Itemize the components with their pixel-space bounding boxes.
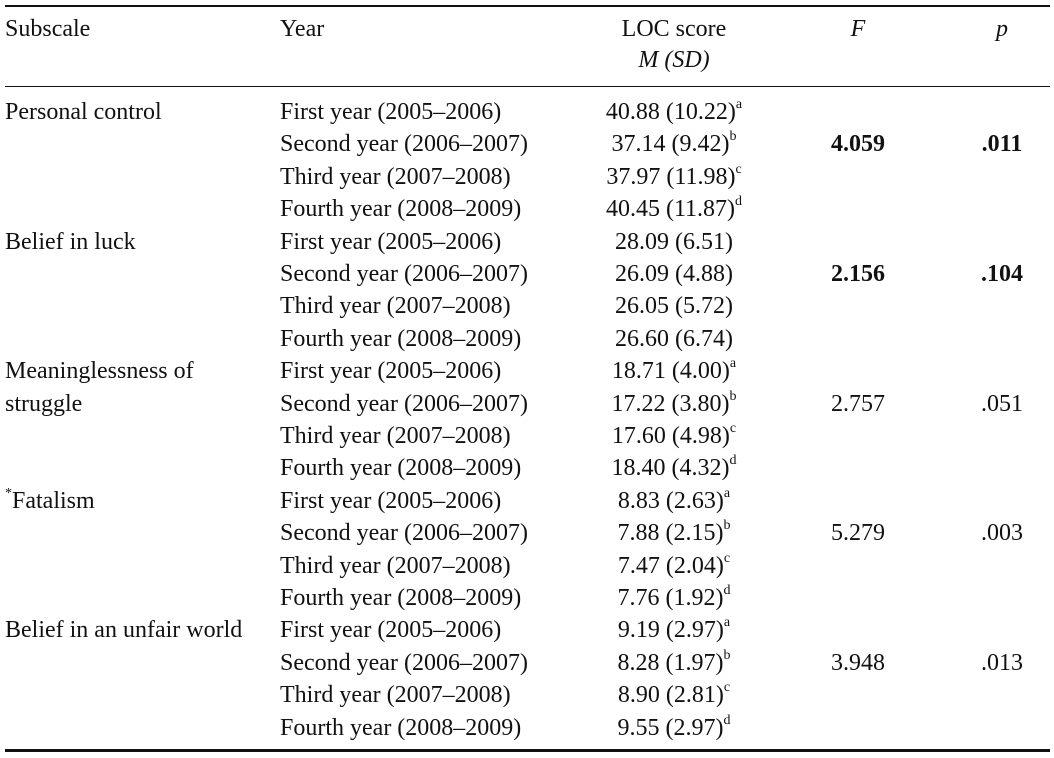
subscale-label: Personal control	[5, 97, 275, 129]
loc-score-cell: 9.19 (2.97)a	[617, 615, 731, 644]
score-superscript: d	[723, 583, 731, 598]
year-cell: Third year (2007–2008)	[280, 423, 511, 449]
year-cell: Fourth year (2008–2009)	[280, 714, 522, 741]
year-cell: Fourth year (2008–2009)	[280, 455, 522, 482]
f-value: 5.279	[831, 520, 885, 547]
score-superscript: c	[735, 161, 742, 177]
loc-score-cell: 7.47 (2.04)c	[617, 550, 731, 579]
subscale-line: Belief in luck	[5, 228, 136, 255]
score-superscript: d	[723, 712, 731, 728]
year-cell: First year (2005–2006)	[280, 487, 502, 514]
header-year: Year	[280, 16, 325, 42]
year-cell: Second year (2006–2007)	[280, 649, 528, 676]
year-cell: First year (2005–2006)	[280, 617, 502, 644]
p-value: .051	[981, 390, 1023, 417]
year-cell: Second year (2006–2007)	[280, 131, 528, 158]
f-value: 4.059	[831, 131, 885, 158]
score-superscript: d	[729, 453, 737, 469]
loc-score-cell: 40.88 (10.22)a	[605, 97, 743, 126]
year-cell: Third year (2007–2008)	[280, 293, 511, 320]
loc-score-cell: 18.71 (4.00)a	[611, 356, 737, 385]
score-superscript: a	[729, 356, 737, 372]
score-superscript: c	[729, 421, 737, 436]
year-cell: Fourth year (2008–2009)	[280, 585, 522, 611]
score-superscript: a	[723, 485, 731, 501]
p-value: .003	[981, 520, 1023, 547]
table-top-rule	[5, 5, 1050, 7]
header-f: F	[850, 16, 866, 42]
header-sd: (SD)	[664, 47, 710, 73]
subscale-line: *Fatalism	[5, 485, 95, 514]
loc-score-cell: 7.76 (1.92)d	[617, 583, 731, 612]
loc-score-cell: 26.60 (6.74)	[615, 325, 733, 352]
loc-score-cell: 26.05 (5.72)	[615, 293, 733, 320]
year-cell: Third year (2007–2008)	[280, 163, 511, 190]
loc-score-cell: 17.60 (4.98)c	[611, 421, 737, 450]
score-superscript: c	[723, 550, 731, 566]
header-loc-score: LOC score	[621, 16, 727, 42]
table-bottom-rule	[5, 749, 1050, 752]
score-superscript: c	[723, 680, 731, 696]
subscale-label: *Fatalism	[5, 486, 275, 518]
subscale-label: Meaninglessness of struggle	[5, 356, 275, 421]
year-cell: Third year (2007–2008)	[280, 552, 511, 579]
year-cell: First year (2005–2006)	[280, 99, 502, 125]
f-value: 2.757	[831, 390, 885, 417]
loc-score-cell: 8.90 (2.81)c	[617, 680, 731, 709]
f-value: 2.156	[831, 261, 885, 287]
header-p: p	[996, 16, 1008, 42]
score-superscript: b	[723, 647, 731, 663]
subscale-line: struggle	[5, 390, 83, 417]
loc-score-cell: 7.88 (2.15)b	[617, 518, 731, 547]
subscale-line: Personal control	[5, 99, 162, 125]
subscale-label: Belief in luck	[5, 227, 275, 259]
year-cell: First year (2005–2006)	[280, 228, 502, 255]
table-header-rule	[5, 86, 1050, 87]
score-superscript: d	[735, 194, 743, 210]
loc-score-cell: 8.83 (2.63)a	[617, 485, 731, 514]
loc-score-cell: 26.09 (4.88)	[615, 261, 733, 287]
loc-score-cell: 37.14 (9.42)b	[611, 129, 737, 158]
score-superscript: b	[723, 518, 731, 534]
loc-score-cell: 8.28 (1.97)b	[617, 647, 731, 676]
year-cell: Second year (2006–2007)	[280, 261, 528, 287]
year-cell: Second year (2006–2007)	[280, 390, 528, 417]
subscale-line: Meaninglessness of	[5, 358, 194, 385]
loc-score-cell: 37.97 (11.98)c	[606, 161, 742, 190]
score-superscript: b	[729, 129, 737, 145]
f-value: 3.948	[831, 649, 885, 676]
year-cell: Second year (2006–2007)	[280, 520, 528, 547]
score-superscript: a	[723, 615, 731, 631]
loc-score-cell: 40.45 (11.87)d	[605, 194, 743, 223]
subscale-label: Belief in an unfair world	[5, 615, 275, 647]
year-cell: First year (2005–2006)	[280, 358, 502, 385]
subscale-line: Belief in an unfair world	[5, 617, 243, 644]
year-cell: Fourth year (2008–2009)	[280, 196, 522, 223]
score-superscript: b	[729, 388, 737, 404]
header-m: M	[638, 47, 659, 73]
subscale-mark: *	[5, 485, 12, 501]
year-cell: Third year (2007–2008)	[280, 682, 511, 709]
score-superscript: a	[735, 97, 743, 112]
year-cell: Fourth year (2008–2009)	[280, 325, 522, 352]
p-value: .011	[981, 131, 1023, 158]
header-subscale: Subscale	[5, 16, 91, 42]
loc-score-cell: 28.09 (6.51)	[615, 228, 733, 255]
loc-score-cell: 9.55 (2.97)d	[617, 712, 731, 741]
p-value: .013	[981, 649, 1023, 676]
header-mean-sd: M (SD)	[598, 45, 750, 75]
loc-score-cell: 18.40 (4.32)d	[611, 453, 737, 482]
loc-score-cell: 17.22 (3.80)b	[611, 388, 737, 417]
p-value: .104	[981, 261, 1023, 287]
